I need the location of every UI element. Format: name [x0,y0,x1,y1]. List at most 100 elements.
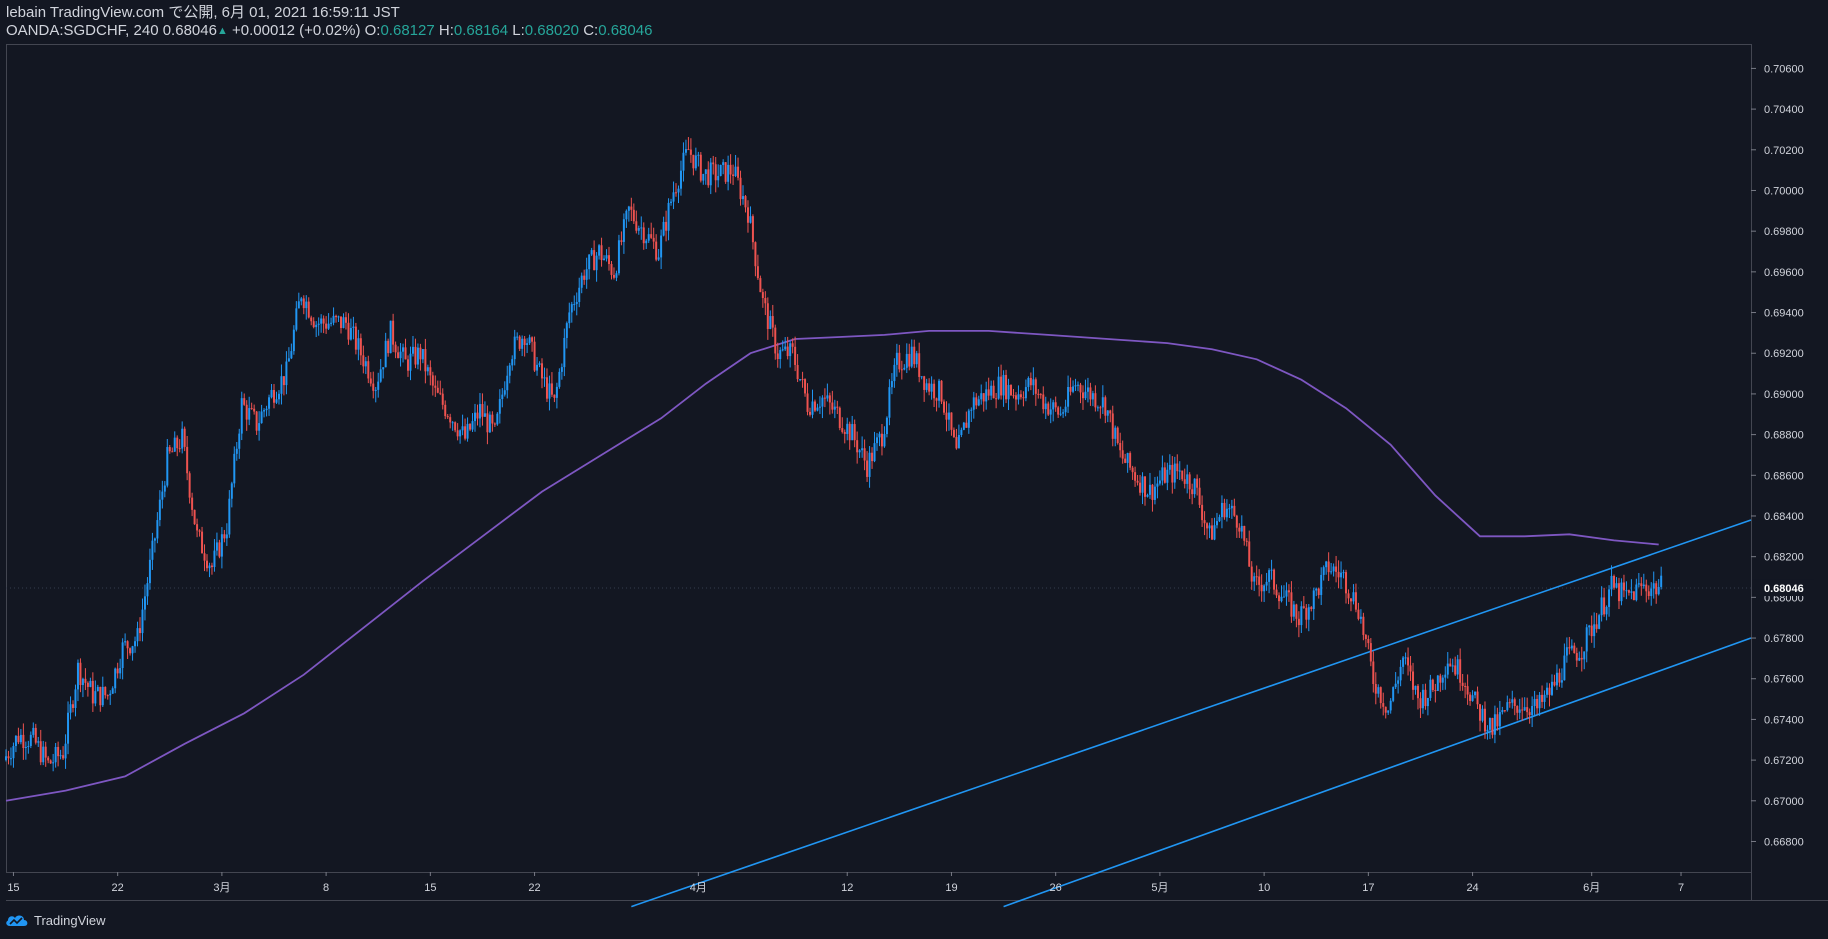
candle-body [1012,395,1015,397]
candle-body [1340,572,1343,578]
candle-body [451,422,454,424]
candle-body [598,245,601,256]
candle-body [528,337,531,344]
candle-body [1305,607,1308,620]
candle-body [84,678,87,683]
price-tick-label: 0.69800 [1764,226,1804,238]
candle-body [707,169,710,186]
candle-body [962,422,965,430]
candle-body [675,192,678,194]
candle-body [340,316,343,328]
candle-body [481,404,484,417]
candle-body [183,428,186,447]
candle-body [163,485,166,492]
candle-body [1248,541,1251,567]
candle-body [1496,714,1499,727]
candle-body [94,691,97,704]
candle-body [1111,413,1114,439]
candle-body [1632,591,1635,601]
candle-body [553,394,556,398]
candle-body [1119,443,1122,451]
candle-body [935,398,938,401]
price-tick-label: 0.68800 [1764,430,1804,442]
candle-body [325,323,328,329]
candle-body [1459,659,1462,683]
candle-body [27,745,30,747]
candle-body [1129,453,1132,468]
candle-body [717,175,720,181]
candle-body [1342,572,1345,574]
candle-body [1553,681,1556,686]
candle-body [17,735,20,743]
candle-body [516,336,519,338]
candle-body [600,245,603,261]
candle-body [1630,591,1633,593]
open-value: 0.68127 [380,22,435,39]
candle-body [1660,575,1663,587]
candle-body [156,520,159,539]
candle-body [1258,576,1261,585]
price-axis[interactable]: 0.70600 0.70400 0.70200 0.70000 0.69800 0.696… [1751,63,1804,848]
candle-body [910,346,913,367]
candle-body [1245,540,1248,542]
candle-body [235,448,238,454]
candle-body [1191,489,1194,495]
candle-body [54,746,57,763]
candle-body [79,662,82,686]
candle-body [1151,484,1154,500]
candle-body [595,255,598,271]
time-axis[interactable]: 15 22 3月 8 15 22 4月 12 19 26 5月 10 17 24 6月 7 [7,872,1684,894]
candle-body [813,401,816,411]
candle-body [900,369,903,371]
last-price: 0.68046 [162,22,217,39]
candle-body [1394,683,1397,688]
candle-body [1585,627,1588,652]
candle-body [416,347,419,365]
candle-body [461,426,464,431]
candle-body [1332,566,1335,572]
candle-body [1064,406,1067,413]
candle-body [578,287,581,302]
candle-body [335,315,338,318]
candle-body [1054,402,1057,408]
candle-body [1136,480,1139,483]
candle-body [858,450,861,453]
tradingview-footer[interactable]: TradingView [4,910,106,930]
candle-body [1158,480,1161,484]
candle-body [541,363,544,379]
candle-body [558,371,561,387]
candle-body [248,408,251,420]
candle-body [972,397,975,410]
candle-body [555,386,558,398]
candle-body [1397,680,1400,684]
candle-body [1560,680,1563,683]
candle-body [1146,494,1149,497]
close-value: 0.68046 [598,22,653,39]
candle-body [724,162,727,182]
moving-average-layer [5,329,1659,802]
candle-body [265,408,268,411]
symbol-interval[interactable]: OANDA:SGDCHF, 240 [6,22,159,39]
candle-body [1347,593,1350,599]
candle-body [64,743,67,759]
candle-body [1610,575,1613,590]
candle-body [1317,588,1320,595]
candle-body [1047,403,1050,415]
candle-body [930,383,933,392]
candle-body [89,680,92,687]
candle-body [848,423,851,441]
trendline-layer[interactable] [631,519,1752,908]
candle-body [1503,710,1506,712]
candle-body [181,428,184,449]
candle-body [1007,385,1010,400]
candle-body [722,162,725,165]
candle-body [1032,379,1035,386]
candle-body [444,404,447,417]
candle-body [1094,393,1097,408]
candle-body [411,346,414,354]
price-tick-label: 0.69600 [1764,267,1804,279]
candle-body [1320,574,1323,595]
candle-body [702,173,705,181]
candle-body [799,379,802,381]
